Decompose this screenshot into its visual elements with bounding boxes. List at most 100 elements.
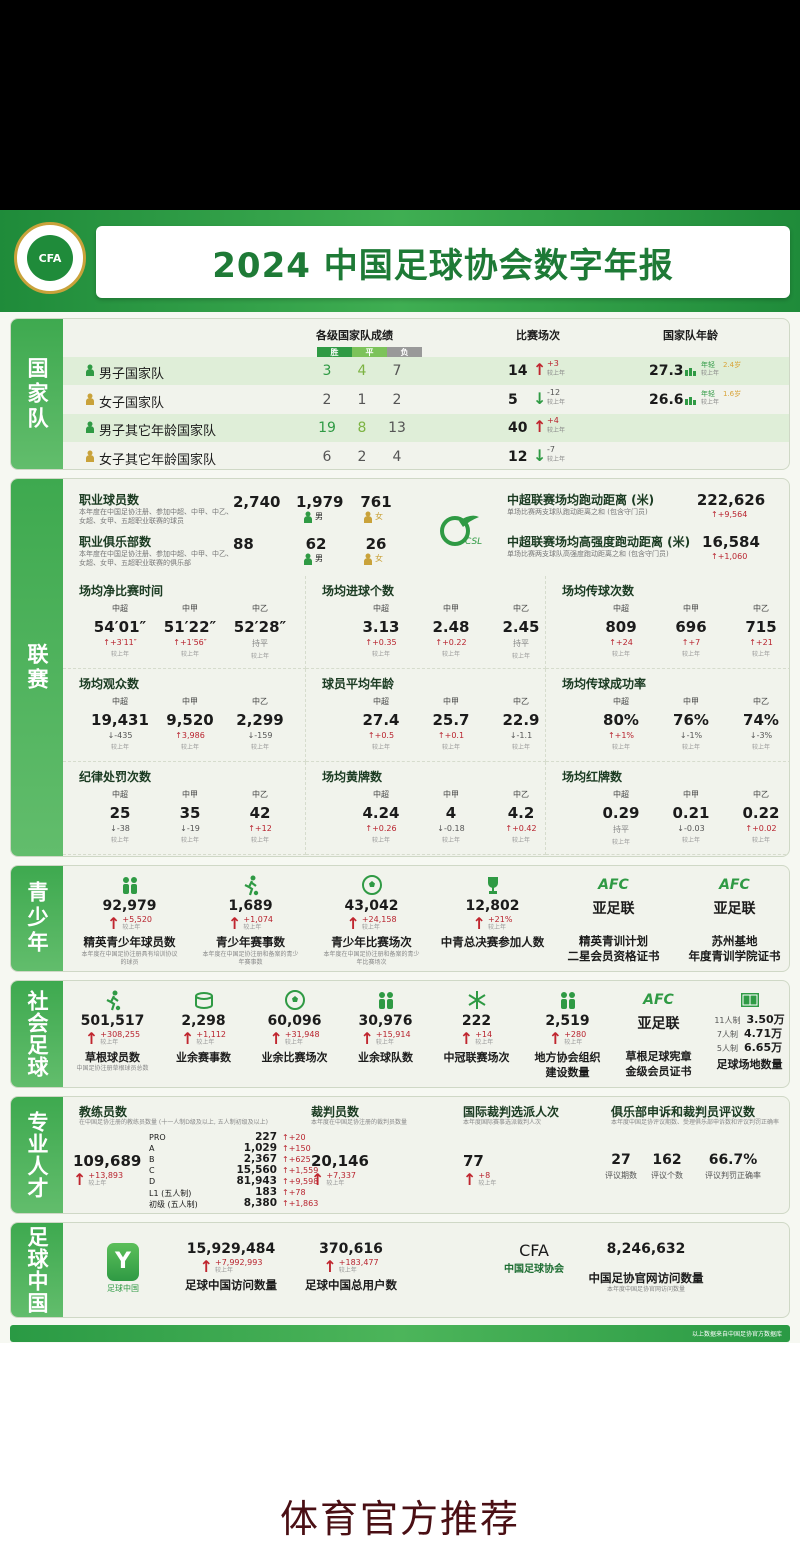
- arrow-up-icon: ↑: [533, 360, 547, 379]
- vs-last-year: 较上年: [511, 837, 530, 844]
- arrow-up-icon: ↑: [269, 1029, 283, 1048]
- change-indicator: ↑ +21% 较上年: [473, 916, 513, 932]
- pitch-type: 5人制: [716, 1044, 738, 1053]
- league-stat: 中甲 0.21 ↓-0.03 较上年: [656, 789, 726, 844]
- change-indicator: ↑ +1,074 较上年: [228, 916, 273, 932]
- review-stat: 27 评议期数: [596, 1152, 646, 1181]
- stat-value: 501,517: [80, 1013, 145, 1029]
- losses: 7: [392, 363, 402, 379]
- change-indicator: ↑ +14 较上年: [460, 1031, 493, 1047]
- vs-last-year: 较上年: [110, 837, 129, 844]
- pitch-icon: [740, 993, 759, 1007]
- arrow-down-icon: ↓: [107, 731, 115, 740]
- change-indicator: ↑+12: [225, 824, 295, 833]
- stat-value: 4: [445, 804, 457, 822]
- stat-value: 51′22″: [163, 618, 217, 636]
- league-stat: 中超 0.29 持平 较上年: [586, 789, 656, 846]
- stat-label: 草根球员数: [85, 1051, 140, 1064]
- cell-title: 场均红牌数: [562, 770, 623, 784]
- stat-male: 62: [305, 535, 327, 553]
- team-name: 男子国家队: [99, 367, 165, 382]
- stat-female: 26: [365, 535, 387, 553]
- league-name: 中乙: [513, 790, 529, 799]
- change-indicator: ↑ +13,893 较上年: [73, 1172, 123, 1188]
- cfa-name: 中国足球协会: [504, 1264, 564, 1275]
- ball-icon: [284, 990, 305, 1010]
- social-stat: 501,517 ↑ +308,255 较上年 草根球员数 中国足协注册草根球员总数: [67, 987, 158, 1073]
- black-background: [0, 0, 800, 210]
- change-value: +183,477: [338, 1258, 379, 1267]
- change-value: -38: [116, 824, 130, 833]
- male-tag: 男: [303, 553, 323, 565]
- vs-last-year: 较上年: [371, 837, 390, 844]
- change-value: +15,914: [375, 1030, 411, 1039]
- vs-last-year: 较上年: [441, 651, 460, 658]
- league-stat-cell: 场均黄牌数 中超 4.24 ↑+0.26 较上年 中甲 4 ↓-0.18 较上年 中乙 4.2 ↑+0…: [306, 762, 546, 855]
- league-name: 中甲: [683, 697, 699, 706]
- stat-label: 业余球队数: [358, 1051, 413, 1064]
- cfa-site-stat: 8,246,632 中国足协官网访问数量 本年度中国足协官网访问数量: [586, 1241, 706, 1294]
- change-indicator: ↑ +308,255 较上年: [85, 1031, 140, 1047]
- csl-logo: CSL: [439, 513, 495, 553]
- change-value: +21%: [487, 915, 513, 924]
- arrow-up-icon: ↑: [365, 824, 373, 833]
- change-indicator: 持平: [486, 638, 556, 649]
- team-name: 女子其它年龄国家队: [99, 452, 217, 468]
- intl-referee-total: 77 ↑ +8 较上年: [463, 1152, 496, 1189]
- change-value: +1,863: [288, 1199, 319, 1208]
- stat-description: 本年度在中国足协注册的裁判员数量: [311, 1119, 408, 1126]
- league-name: 中乙: [252, 697, 268, 706]
- level-count: 227: [255, 1131, 277, 1143]
- league-stat: 中乙 74% ↓-3% 较上年: [726, 696, 789, 751]
- snowflake-icon: [467, 991, 486, 1009]
- vs-last-year: 较上年: [511, 653, 530, 660]
- league-stat-cell: 场均传球成功率 中超 80% ↑+1% 较上年 中甲 76% ↓-1% 较上年 中乙 74% ↓-3%…: [546, 669, 789, 762]
- arrow-up-icon: ↑: [173, 638, 180, 647]
- league-stat: 中甲 2.48 ↑+0.22 较上年: [416, 603, 486, 658]
- stat-value: 370,616: [319, 1241, 383, 1257]
- kicker-icon: [244, 875, 258, 896]
- league-stat: 中乙 715 ↑+21 较上年: [726, 603, 789, 658]
- afc-label: 亚足联: [592, 901, 635, 917]
- change-value: 持平: [252, 639, 268, 648]
- level-name: D: [149, 1177, 156, 1186]
- stat-value: 696: [675, 618, 707, 636]
- level-name: 初级 (五人制): [149, 1200, 198, 1209]
- vs-last-year: 较上年: [611, 744, 630, 751]
- change-value: +24,158: [361, 915, 397, 924]
- arrow-up-icon: ↑: [282, 1144, 289, 1153]
- league-stat: 中乙 2,299 ↓-159 较上年: [225, 696, 295, 751]
- stat-label: 足球中国总用户数: [305, 1278, 397, 1292]
- change-indicator: ↑+0.42: [486, 824, 556, 833]
- section-football-china: 足球中国 Y 足球中国 15,929,484 ↑ +7,992,993 较上年 足球中国访问…: [10, 1222, 790, 1318]
- pitch-count: 3.50万: [746, 1013, 785, 1026]
- stat-value: 92,979: [102, 898, 157, 914]
- change-value: +150: [288, 1144, 311, 1153]
- average-age: 27.3: [649, 363, 684, 379]
- change-value: +21: [755, 638, 773, 647]
- league-name: 中超: [373, 790, 389, 799]
- youth-stat: 43,042 ↑ +24,158 较上年 青少年比赛场次 本年度在中国足协注册和备案的青少…: [311, 872, 432, 967]
- cell-title: 场均传球次数: [562, 584, 635, 598]
- arrow-up-icon: ↑: [681, 638, 689, 647]
- change-value: +1,074: [243, 915, 273, 924]
- vs-last-year: 较上年: [681, 837, 700, 844]
- social-stat: 2,519 ↑ +280 较上年 地方协会组织 建设数量: [522, 987, 613, 1080]
- male-tag: 男: [303, 511, 323, 523]
- change-indicator: ↑+0.35: [346, 638, 416, 647]
- national-team-row: 女子国家队 2 1 2 5 ↓ -12 较上年 26.6 年轻 1.6岁 较上年: [63, 386, 789, 414]
- vs-last-year: 较上年: [100, 1039, 119, 1046]
- vs-last-year: 较上年: [338, 1267, 357, 1274]
- arrow-up-icon: ↑: [749, 638, 756, 647]
- stat-title: 裁判员数: [311, 1105, 360, 1119]
- coach-level-row: C 15,560 ↑+1,559: [149, 1164, 339, 1176]
- national-team-row: 女子其它年龄国家队 6 2 4 12 ↓ -7 较上年: [63, 443, 789, 470]
- league-name: 中乙: [753, 697, 769, 706]
- change-value: +20: [288, 1133, 306, 1142]
- arrow-up-icon: ↑: [463, 1170, 477, 1189]
- stat-title: 中超联赛场均高强度跑动距离 (米): [507, 535, 691, 549]
- stat-value: 1,689: [228, 898, 273, 914]
- change-indicator: ↑+0.5: [346, 731, 416, 740]
- level-count: 183: [255, 1186, 277, 1198]
- pitch-row: 11人制 3.50万: [704, 1013, 789, 1027]
